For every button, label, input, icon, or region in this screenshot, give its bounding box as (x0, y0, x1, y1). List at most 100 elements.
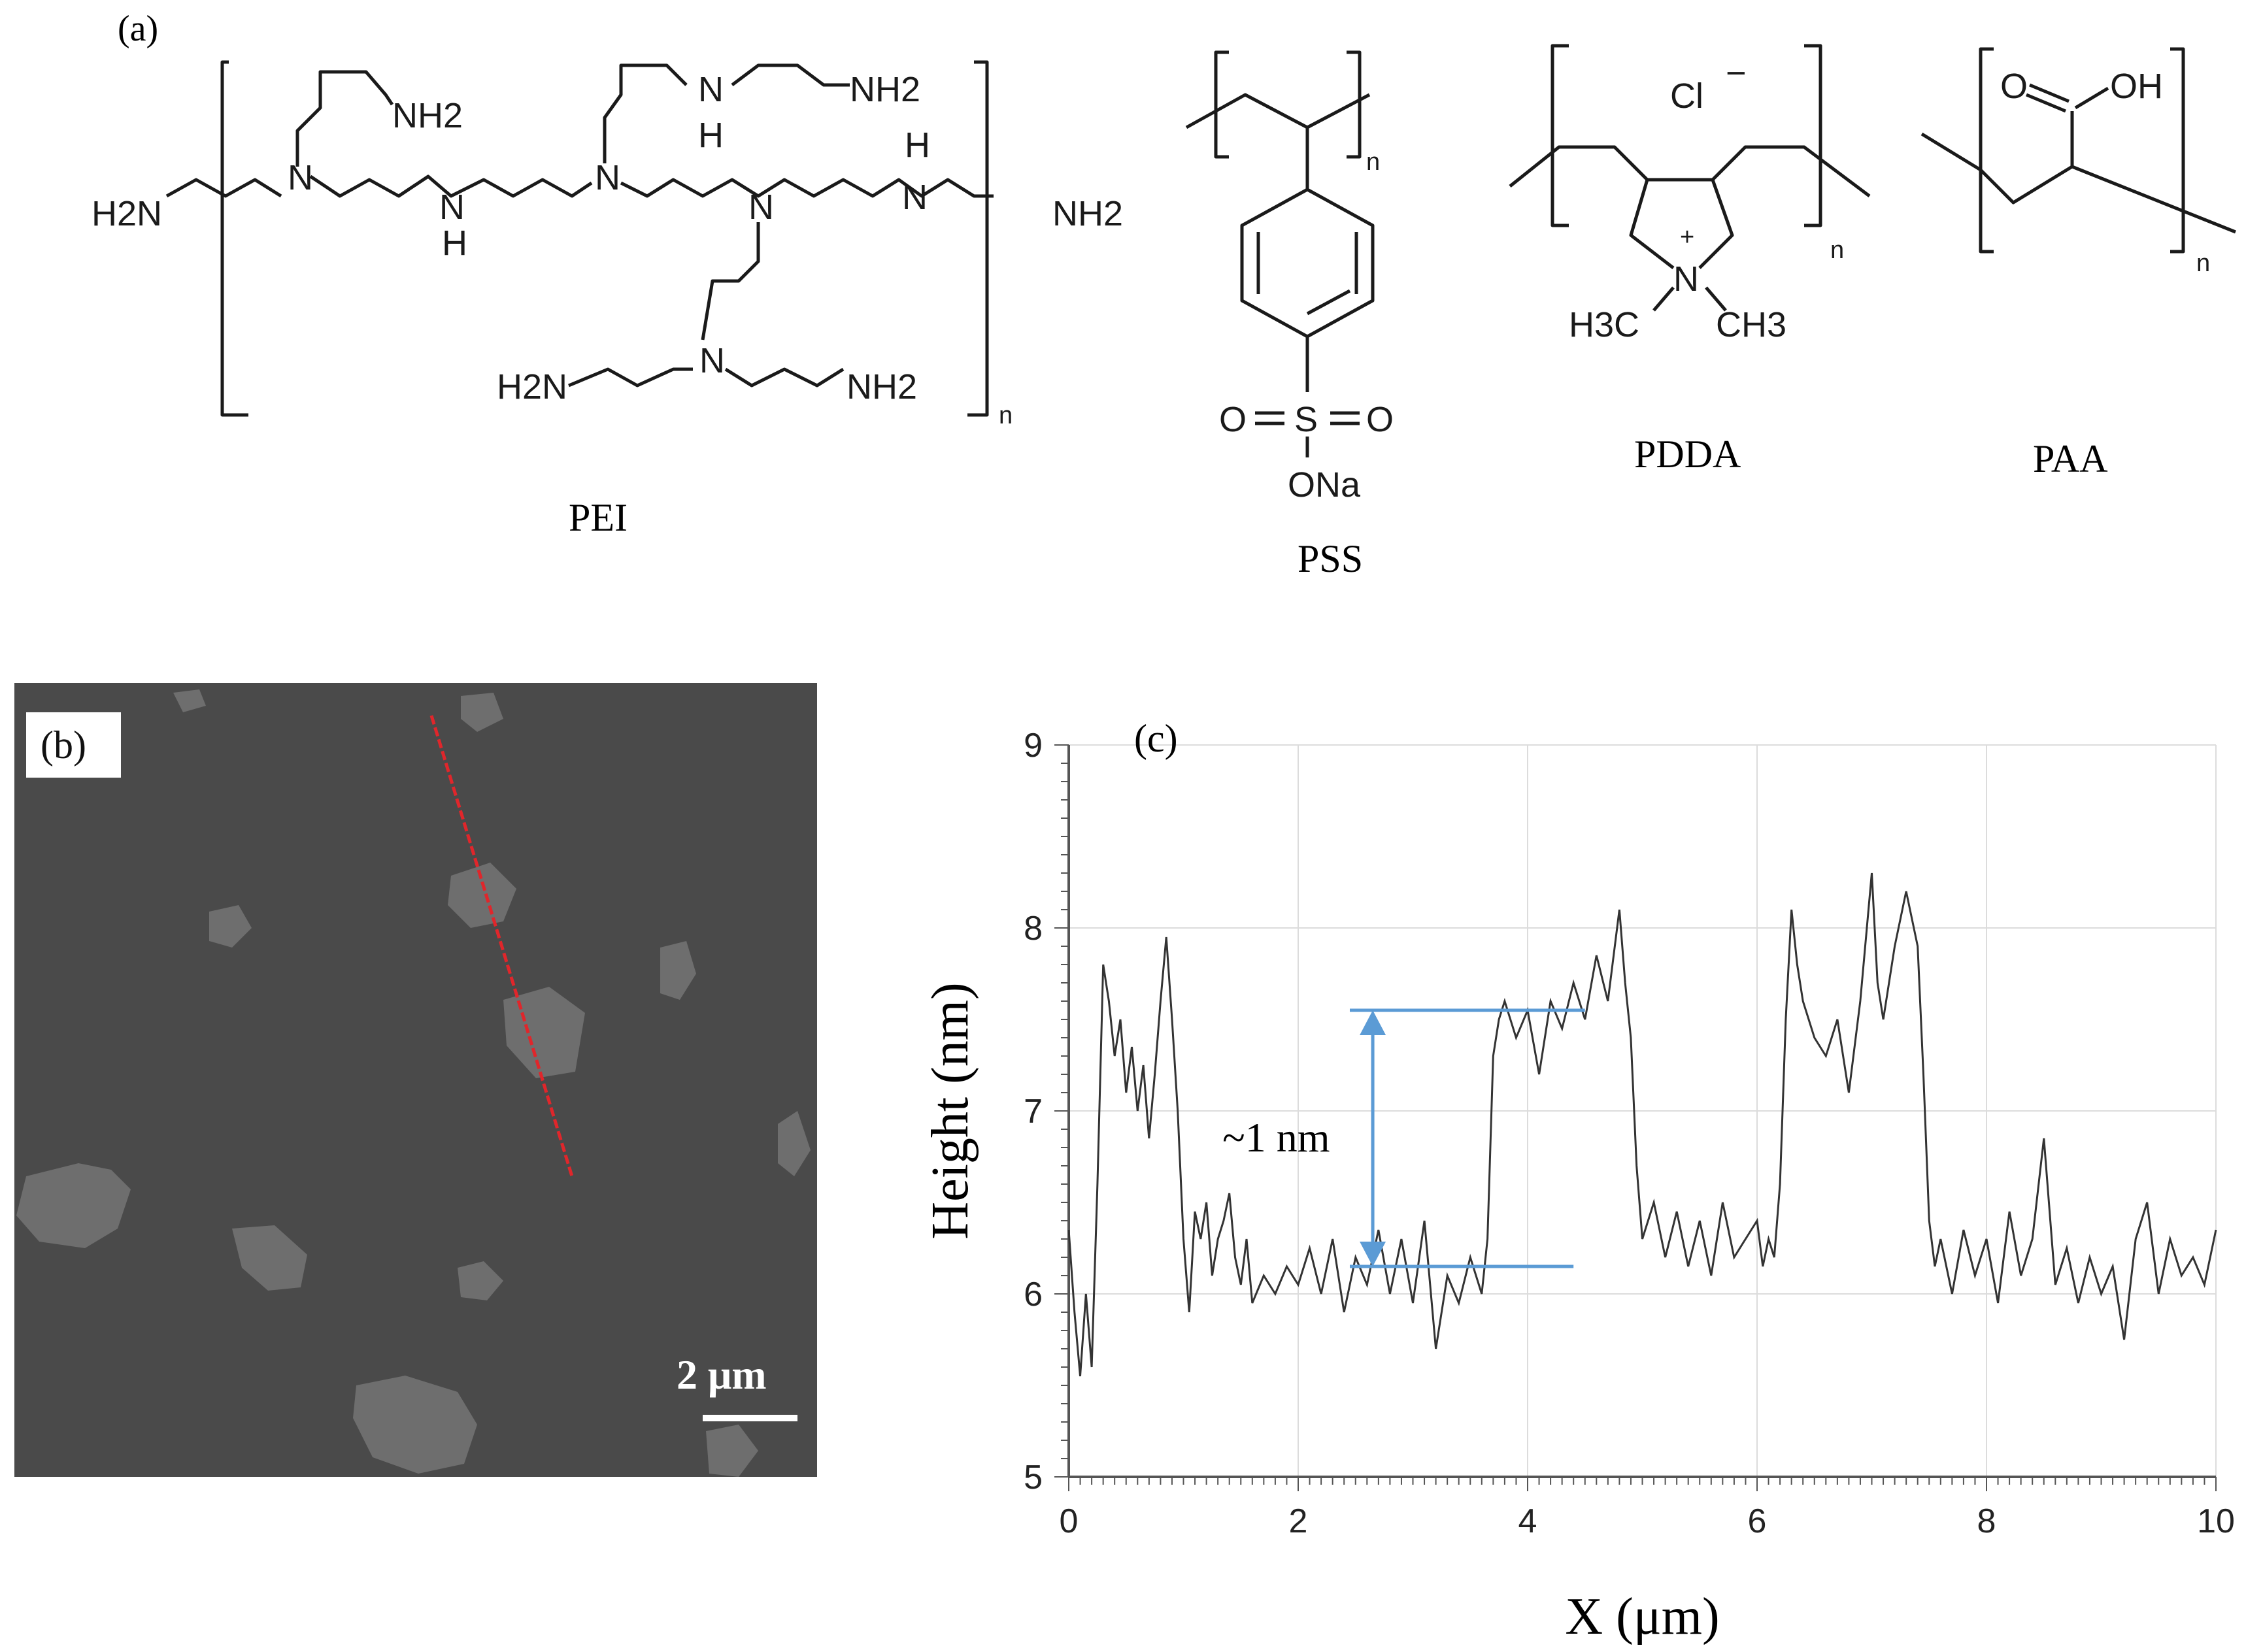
pei-backbone (165, 174, 994, 198)
flake (706, 1425, 758, 1477)
y-tick-label: 9 (1024, 727, 1043, 765)
flake (209, 905, 252, 948)
pei-branch-2 (603, 63, 850, 163)
pei-h-3: H (905, 125, 930, 165)
height-profile-series (1067, 872, 2217, 1377)
pdda-plus: + (1680, 223, 1694, 251)
pei-nh-2: N (698, 70, 724, 109)
flake (232, 1225, 307, 1291)
pss-ring-double-bonds (1256, 232, 1358, 316)
pss-ona: ONa (1288, 465, 1361, 504)
chart-grid (1068, 744, 2217, 1478)
x-tick-label: 8 (1977, 1502, 1996, 1540)
paa-oh: OH (2110, 67, 2163, 106)
pdda-pyrrolidinium-ring (1629, 179, 1734, 269)
chart-axes (1054, 744, 2217, 1491)
pss-benzene-ring (1240, 188, 1375, 339)
panel-a: (a) n H2N N NH2 N H N N H NH2 N N H (92, 8, 2236, 580)
pdda-structure: Cl − + N H3C CH3 n PDDA (1509, 44, 1871, 476)
pss-sulfonate-bonds (1255, 337, 1360, 457)
pei-nh2-branch1: NH2 (392, 96, 463, 135)
pei-n-1: N (288, 158, 313, 197)
pei-structure: n H2N N NH2 N H N N H NH2 N N H NH2 N H2… (92, 60, 1123, 539)
pei-nh2-right: NH2 (1052, 194, 1123, 233)
pei-h-1: H (442, 223, 467, 263)
pdda-name: PDDA (1634, 433, 1741, 476)
step-height-annotation (1349, 1008, 1585, 1268)
step-height-label: ~1 nm (1222, 1114, 1330, 1161)
paa-structure: O OH n PAA (1920, 47, 2236, 480)
pei-h-2: H (698, 116, 724, 155)
scale-bar (703, 1415, 797, 1421)
pdda-ch3: CH3 (1716, 305, 1786, 344)
pdda-brackets (1550, 44, 1822, 227)
panel-b-label-box (26, 712, 121, 778)
pei-nh2-branch2: NH2 (850, 70, 920, 109)
afm-flakes (16, 689, 811, 1477)
flake (461, 693, 503, 732)
pdda-subscript-n: n (1830, 237, 1844, 264)
flake (173, 689, 206, 712)
pss-brackets (1214, 50, 1362, 159)
paa-brackets (1979, 47, 2185, 254)
pei-branch-3 (568, 222, 845, 388)
flake (458, 1261, 503, 1300)
paa-backbone (1920, 132, 2236, 234)
y-tick-label: 7 (1024, 1093, 1043, 1131)
pdda-methyl-bonds (1652, 286, 1727, 312)
paa-carboxyl-bonds (2026, 83, 2109, 167)
flake (448, 863, 516, 928)
pei-branch-1 (295, 70, 394, 167)
y-tick-label: 8 (1024, 910, 1043, 948)
y-axis-label: Height (nm) (922, 982, 979, 1239)
panel-a-label: (a) (118, 8, 158, 49)
pei-n-2: N (595, 158, 620, 197)
pdda-minus: − (1726, 54, 1747, 93)
x-tick-label: 0 (1060, 1502, 1079, 1540)
pei-subscript-n: n (999, 402, 1013, 429)
pss-subscript-n: n (1366, 148, 1380, 176)
flake (16, 1163, 131, 1248)
y-tick-label: 6 (1024, 1276, 1043, 1313)
x-axis-label: X (μm) (1565, 1588, 1719, 1645)
pei-h2n-lower: H2N (497, 367, 567, 406)
pdda-n: N (1673, 259, 1699, 299)
step-arrow-head-up (1360, 1010, 1386, 1035)
panel-c-label: (c) (1134, 717, 1178, 760)
panel-c: 0 2 4 6 8 10 5 6 7 8 9 (c) ~1 nm X (μm) Height (nm… (922, 717, 2235, 1645)
pei-name: PEI (569, 496, 628, 539)
pss-structure: n O S O ONa PSS (1185, 50, 1394, 580)
flake (778, 1111, 811, 1176)
pei-n-4: N (699, 341, 725, 380)
flake (660, 941, 696, 1000)
paa-subscript-n: n (2196, 250, 2210, 277)
pei-n-3: N (748, 188, 774, 227)
pss-o-left: O (1219, 400, 1247, 439)
flake (503, 987, 585, 1078)
height-profile-line (429, 715, 574, 1177)
pdda-cl: Cl (1670, 76, 1703, 116)
paa-name: PAA (2033, 437, 2108, 480)
pdda-backbone (1509, 145, 1871, 197)
x-tick-label: 6 (1748, 1502, 1767, 1540)
x-tick-label: 2 (1289, 1502, 1308, 1540)
paa-o: O (2000, 67, 2028, 106)
pei-left-bracket (220, 60, 248, 417)
pei-nh-1: N (439, 188, 465, 227)
chart-tick-labels: 0 2 4 6 8 10 5 6 7 8 9 (1024, 727, 2235, 1540)
panel-b-label: (b) (41, 723, 86, 767)
scale-bar-label: 2 μm (677, 1351, 767, 1398)
x-tick-label: 4 (1518, 1502, 1537, 1540)
pss-backbone (1185, 93, 1371, 129)
x-tick-label: 10 (2197, 1502, 2235, 1540)
panel-b: (b) 2 μm (14, 683, 817, 1477)
pss-s: S (1294, 400, 1318, 439)
pei-nh-3: N (902, 178, 928, 217)
pss-name: PSS (1298, 537, 1363, 580)
step-arrow-head-down (1360, 1242, 1386, 1266)
afm-image (14, 683, 817, 1477)
pss-o-right: O (1366, 400, 1394, 439)
pdda-h3c: H3C (1569, 305, 1639, 344)
pei-h2n-left: H2N (92, 194, 162, 233)
